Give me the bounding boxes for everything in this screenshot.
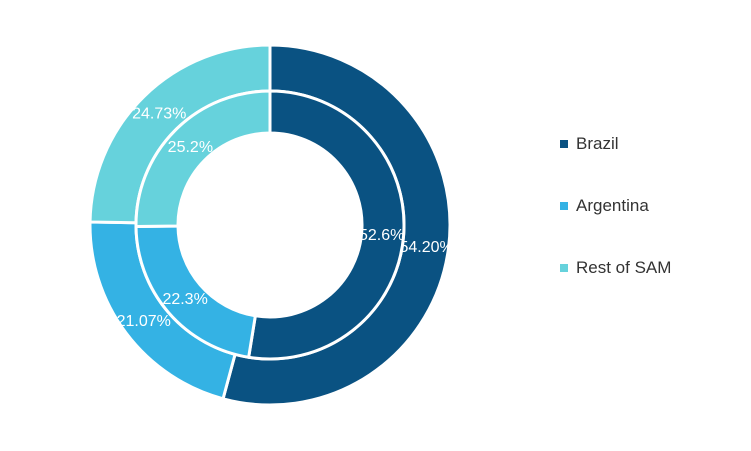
inner-slice-rest-of-sam bbox=[134, 89, 272, 228]
inner-label-rest-of-sam: 25.2% bbox=[168, 139, 213, 156]
legend-item-brazil: Brazil bbox=[560, 134, 671, 154]
inner-slice-brazil bbox=[246, 89, 406, 361]
legend-item-rest-of-sam: Rest of SAM bbox=[560, 258, 671, 278]
legend-label-brazil: Brazil bbox=[576, 134, 619, 153]
inner-label-brazil: 52.6% bbox=[359, 227, 404, 244]
legend-swatch-brazil bbox=[560, 140, 568, 148]
legend-swatch-rest-of-sam bbox=[560, 264, 568, 272]
legend: Brazil Argentina Rest of SAM bbox=[560, 134, 671, 320]
legend-label-rest-of-sam: Rest of SAM bbox=[576, 258, 672, 277]
inner-label-argentina: 22.3% bbox=[162, 291, 207, 308]
legend-label-argentina: Argentina bbox=[576, 196, 649, 215]
outer-label-rest-of-sam: 24.73% bbox=[132, 105, 186, 122]
legend-item-argentina: Argentina bbox=[560, 196, 671, 216]
legend-swatch-argentina bbox=[560, 202, 568, 210]
outer-label-argentina: 21.07% bbox=[117, 313, 171, 330]
outer-label-brazil: 54.20% bbox=[399, 239, 453, 256]
